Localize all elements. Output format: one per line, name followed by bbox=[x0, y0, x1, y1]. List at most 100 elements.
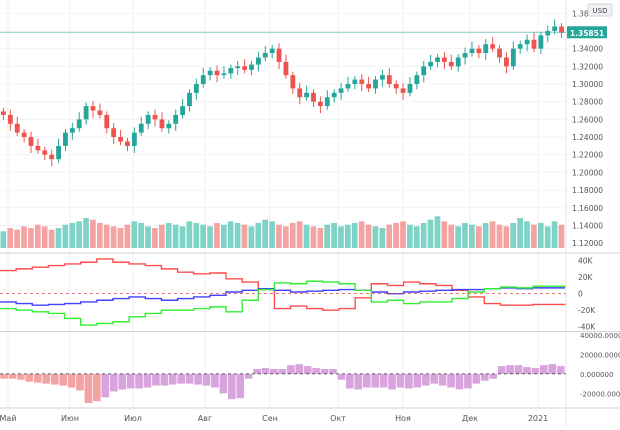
x-tick-label: Авг bbox=[198, 414, 212, 423]
volume-bar bbox=[131, 221, 138, 248]
volume-bar bbox=[124, 224, 131, 248]
candle-body bbox=[255, 57, 261, 65]
net-bar bbox=[312, 368, 320, 374]
net-bar bbox=[480, 373, 489, 381]
net-bar bbox=[438, 373, 447, 386]
y-tick-label: 0.000000 bbox=[580, 371, 613, 379]
net-bar bbox=[0, 373, 8, 379]
candle-body bbox=[159, 119, 165, 129]
net-bar bbox=[253, 369, 261, 374]
x-tick-label: Май bbox=[0, 414, 17, 423]
volume-bar bbox=[386, 224, 393, 248]
currency-label: USD bbox=[593, 7, 608, 15]
net-bar bbox=[152, 373, 160, 386]
net-bar bbox=[50, 373, 59, 385]
volume-bar bbox=[441, 221, 448, 248]
candle-body bbox=[125, 141, 130, 146]
current-price-tag: 1.35851 bbox=[567, 26, 607, 39]
candle-body bbox=[90, 106, 96, 111]
candle-body bbox=[366, 84, 372, 89]
net-bar bbox=[177, 373, 186, 384]
candle-body bbox=[276, 48, 282, 62]
y-tick-label: -20K bbox=[578, 306, 596, 315]
volume-bar bbox=[331, 223, 337, 248]
volume-bar bbox=[358, 221, 365, 248]
candle-body bbox=[524, 39, 530, 45]
net-bar bbox=[17, 373, 25, 380]
x-tick-label: Дек bbox=[462, 414, 478, 423]
candle-body bbox=[435, 57, 440, 62]
net-bar bbox=[135, 373, 143, 389]
net-bar bbox=[388, 373, 396, 390]
x-tick-label: Ноя bbox=[395, 414, 411, 423]
volume-bar bbox=[28, 228, 34, 248]
net-bar bbox=[84, 373, 93, 404]
net-bar bbox=[396, 373, 405, 388]
volume-bar bbox=[345, 224, 351, 248]
candle-body bbox=[104, 114, 110, 129]
candle-body bbox=[476, 48, 482, 54]
net-bar bbox=[464, 373, 472, 389]
net-bar bbox=[548, 364, 557, 374]
volume-bar bbox=[503, 226, 510, 248]
current-price-tag-bg bbox=[567, 26, 607, 39]
volume-bar bbox=[248, 226, 255, 248]
volume-bar bbox=[379, 228, 386, 248]
net-bar bbox=[236, 373, 245, 399]
candle-body bbox=[262, 53, 268, 58]
volume-bar bbox=[96, 223, 103, 248]
candle-body bbox=[510, 48, 516, 67]
volume-bar bbox=[393, 223, 399, 248]
candle-body bbox=[552, 26, 558, 31]
candle-body bbox=[1, 111, 6, 115]
candle-body bbox=[504, 57, 509, 67]
candle-body bbox=[455, 57, 461, 67]
net-bar bbox=[421, 373, 430, 386]
net-bar bbox=[531, 368, 540, 374]
candle-body bbox=[152, 114, 158, 120]
candle-body bbox=[448, 61, 454, 67]
y-tick-label: 1.22000 bbox=[572, 151, 603, 160]
candle-body bbox=[7, 114, 13, 124]
y-tick-label: 1.24000 bbox=[572, 133, 603, 142]
volume-bar bbox=[413, 226, 420, 248]
net-bar bbox=[211, 373, 219, 388]
net-bar bbox=[354, 373, 363, 390]
y-tick-label: 40000.000000 bbox=[580, 332, 620, 340]
net-bar bbox=[497, 366, 506, 374]
y-tick-label: 1.28000 bbox=[572, 98, 603, 107]
x-tick-label: Сен bbox=[262, 414, 278, 423]
y-tick-label: 1.12000 bbox=[572, 239, 603, 248]
volume-bar bbox=[200, 224, 207, 248]
volume-bar bbox=[475, 226, 482, 248]
volume-bar bbox=[152, 228, 158, 248]
net-bar bbox=[227, 373, 236, 400]
y-tick-label: 0 bbox=[578, 290, 583, 299]
y-tick-label: 1.30000 bbox=[572, 80, 603, 89]
candle-body bbox=[352, 79, 358, 84]
candle-body bbox=[14, 123, 20, 133]
volume-bar bbox=[21, 226, 27, 248]
net-bar bbox=[320, 369, 329, 374]
volume-bar bbox=[407, 224, 413, 248]
candle-body bbox=[173, 114, 179, 124]
candle-body bbox=[49, 154, 55, 160]
candle-body bbox=[393, 84, 399, 89]
volume-bar bbox=[241, 224, 248, 248]
y-tick-label: 1.16000 bbox=[572, 204, 603, 213]
volume-bar bbox=[14, 229, 20, 248]
net-bar bbox=[118, 373, 126, 390]
position-series-line bbox=[0, 280, 566, 326]
candle-body bbox=[118, 137, 123, 142]
net-bar bbox=[337, 373, 346, 380]
net-bar bbox=[185, 373, 194, 384]
candle-body bbox=[442, 57, 447, 62]
candle-body bbox=[235, 66, 241, 69]
volume-bar bbox=[110, 226, 117, 248]
volume-bar bbox=[524, 221, 530, 248]
y-tick-label: 1.20000 bbox=[572, 168, 603, 177]
y-tick-label: 20000.000000 bbox=[580, 351, 620, 359]
volume-bar bbox=[69, 223, 76, 248]
